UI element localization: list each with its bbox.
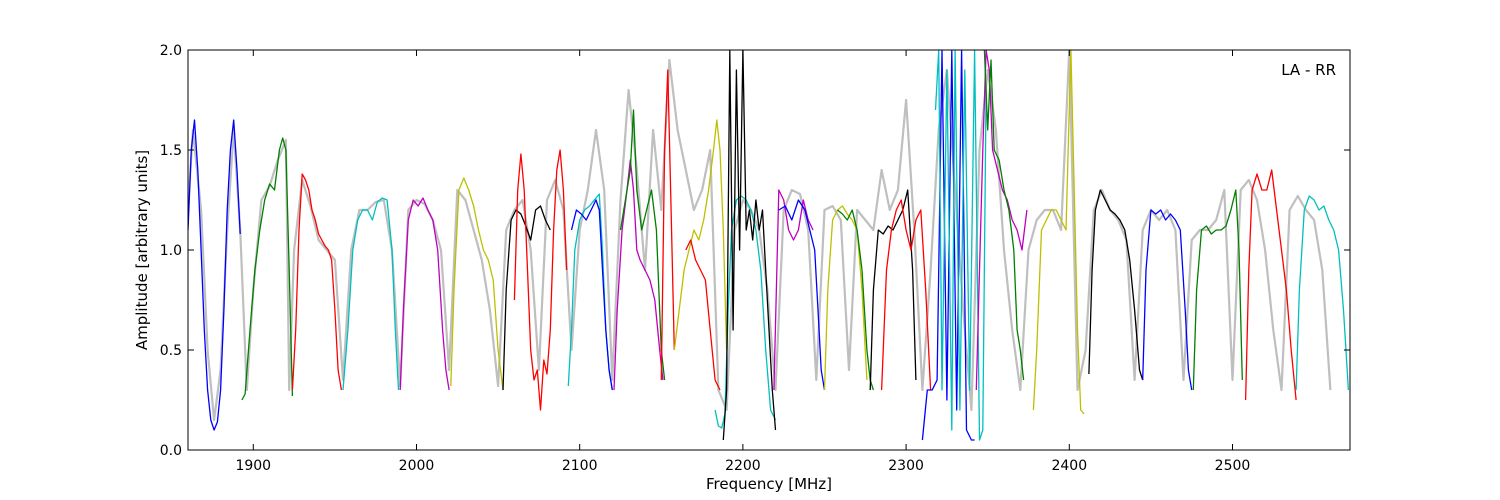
y-axis-label: Amplitude [arbitrary units] [133, 150, 151, 350]
x-tick-label: 2400 [1051, 458, 1087, 474]
series-layer [188, 50, 1350, 441]
series-line-30 [1142, 209, 1193, 391]
y-axis-ticks: 0.0 0.5 1.0 1.5 2.0 [160, 43, 1350, 459]
series-line-13 [660, 69, 675, 381]
series-line-19 [778, 199, 826, 391]
x-tick-label: 2300 [888, 458, 924, 474]
series-line-31 [1192, 189, 1243, 391]
series-line-33 [1295, 195, 1350, 391]
series-line-21 [837, 209, 875, 391]
x-tick-label: 1900 [235, 458, 271, 474]
series-line-15 [685, 239, 721, 391]
series-line-32 [1244, 169, 1297, 401]
series-line-8 [513, 149, 568, 411]
y-tick-label: 0.0 [160, 443, 182, 459]
series-line-5 [399, 197, 450, 391]
series-line-16 [714, 195, 777, 429]
series-line-27 [983, 50, 1025, 381]
x-tick-label: 2200 [725, 458, 761, 474]
series-line-29 [1088, 189, 1144, 381]
x-axis-label: Frequency [MHz] [706, 475, 832, 493]
x-tick-label: 2000 [399, 458, 435, 474]
series-line-12 [619, 109, 666, 381]
series-line-10 [570, 199, 613, 391]
series-line-20 [823, 205, 868, 391]
series-line-18 [773, 189, 814, 391]
series-line-22 [869, 189, 917, 391]
background-series-line [188, 50, 1332, 422]
y-tick-label: 0.5 [160, 343, 182, 359]
series-line-14 [673, 119, 728, 351]
x-axis-ticks: 1900 2000 2100 2200 2300 2400 2500 [235, 50, 1250, 474]
series-line-25 [934, 50, 987, 441]
series-line-3 [291, 173, 343, 391]
series-line-2 [241, 137, 294, 401]
series-line-26 [975, 50, 1028, 391]
plot-annotation: LA - RR [1281, 61, 1336, 79]
y-tick-label: 2.0 [160, 43, 182, 59]
y-tick-label: 1.5 [160, 143, 182, 159]
series-line-4 [342, 197, 400, 391]
x-tick-label: 2100 [562, 458, 598, 474]
series-line-23 [880, 199, 932, 391]
series-line-17 [722, 50, 777, 441]
x-tick-label: 2500 [1215, 458, 1251, 474]
series-line-28 [1032, 50, 1085, 415]
series-line-6 [450, 177, 504, 391]
series-line-1 [188, 119, 241, 431]
y-tick-label: 1.0 [160, 243, 182, 259]
series-line-11 [613, 159, 664, 391]
